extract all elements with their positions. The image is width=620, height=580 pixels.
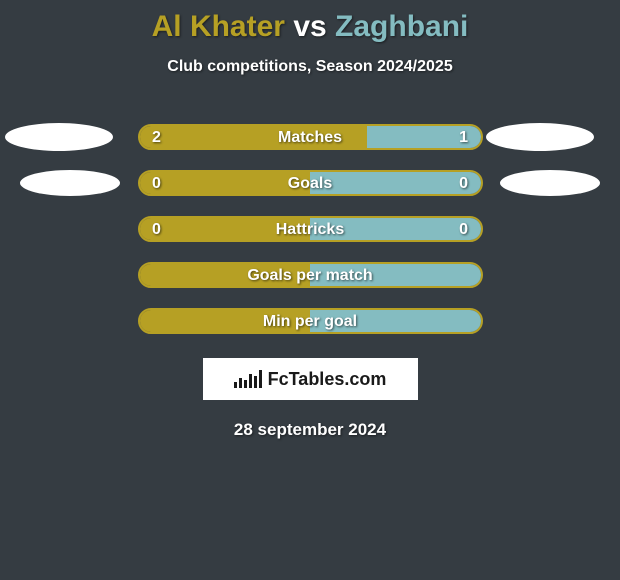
stat-value-left: 0: [152, 221, 161, 239]
stat-bar-track: [138, 262, 483, 288]
stat-bar-left-fill: [140, 264, 311, 286]
player2-ellipse-icon: [486, 123, 594, 151]
stat-value-left: 2: [152, 129, 161, 147]
logo-text: FcTables.com: [268, 369, 387, 390]
stat-bar-right-fill: [310, 172, 481, 194]
stat-bar-track: [138, 170, 483, 196]
logo-bars-icon: [234, 370, 262, 388]
stats-container: Matches21Goals00Hattricks00Goals per mat…: [0, 124, 620, 336]
player1-name: Al Khater: [152, 10, 285, 43]
player2-name: Zaghbani: [335, 10, 468, 43]
stat-row: Min per goal: [0, 308, 620, 336]
stat-bar-right-fill: [310, 264, 481, 286]
player1-ellipse-icon: [20, 170, 120, 196]
subtitle: Club competitions, Season 2024/2025: [0, 58, 620, 76]
stat-value-right: 0: [459, 221, 468, 239]
stat-bar-left-fill: [140, 218, 311, 240]
vs-text: vs: [293, 10, 326, 43]
stat-value-right: 1: [459, 129, 468, 147]
stat-bar-right-fill: [310, 310, 481, 332]
stat-bar-left-fill: [140, 310, 311, 332]
stat-row: Hattricks00: [0, 216, 620, 244]
page-title: Al Khater vs Zaghbani: [0, 0, 620, 44]
player2-ellipse-icon: [500, 170, 600, 196]
date-text: 28 september 2024: [0, 420, 620, 440]
logo-box: FcTables.com: [203, 358, 418, 400]
stat-value-left: 0: [152, 175, 161, 193]
stat-bar-right-fill: [310, 218, 481, 240]
stat-bar-track: [138, 124, 483, 150]
stat-value-right: 0: [459, 175, 468, 193]
stat-bar-track: [138, 308, 483, 334]
stat-bar-left-fill: [140, 126, 367, 148]
player1-ellipse-icon: [5, 123, 113, 151]
stat-bar-track: [138, 216, 483, 242]
stat-row: Goals per match: [0, 262, 620, 290]
stat-bar-left-fill: [140, 172, 311, 194]
logo: FcTables.com: [234, 369, 387, 390]
